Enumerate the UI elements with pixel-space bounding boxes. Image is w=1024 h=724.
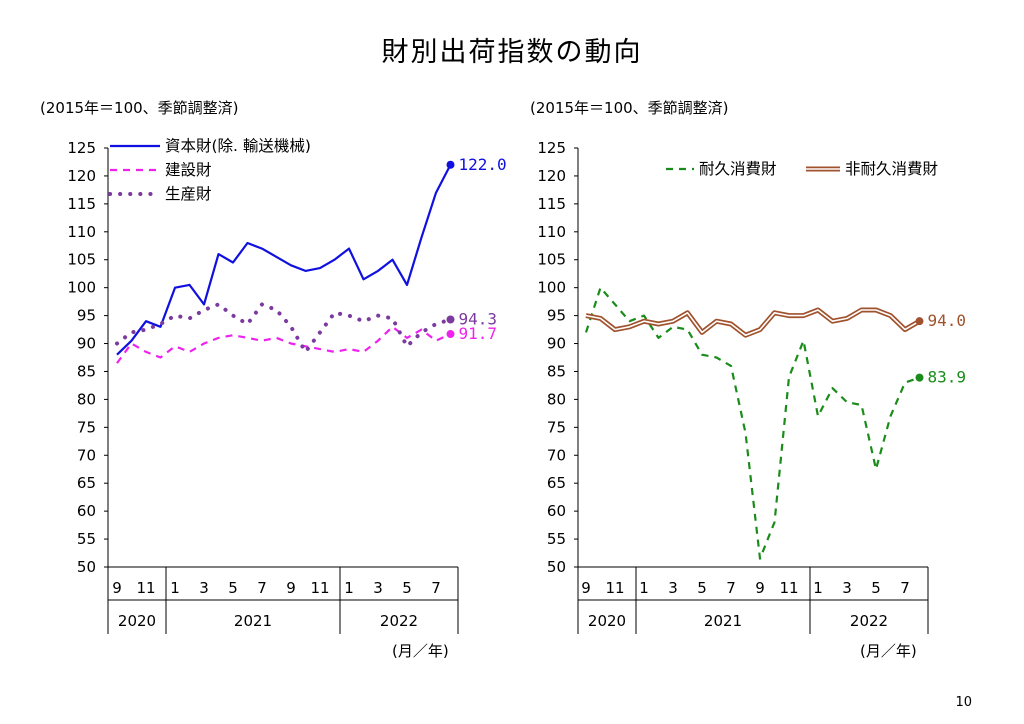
x-month-label: 5 (871, 579, 881, 597)
y-tick-label: 100 (67, 279, 96, 297)
x-year-label: 2022 (850, 612, 888, 630)
unit-label: (月／年) (392, 642, 449, 660)
legend-label-producer: 生産財 (165, 185, 212, 203)
x-month-label: 5 (402, 579, 412, 597)
x-month-label: 5 (228, 579, 238, 597)
x-year-label: 2021 (234, 612, 272, 630)
y-tick-label: 105 (67, 251, 96, 269)
unit-label: (月／年) (860, 642, 917, 660)
x-month-label: 3 (668, 579, 678, 597)
end-label-nondurable: 94.0 (928, 311, 967, 330)
x-month-label: 5 (697, 579, 707, 597)
x-month-label: 9 (286, 579, 296, 597)
legend-label-capital: 資本財(除. 輸送機械) (165, 137, 311, 155)
x-month-label: 7 (900, 579, 910, 597)
y-tick-label: 100 (537, 279, 566, 297)
x-month-label: 3 (373, 579, 383, 597)
chart-consumer-goods: (2015年＝100、季節調整済)(月／年)125120115110105100… (530, 99, 966, 660)
y-tick-label: 115 (537, 195, 566, 213)
legend-label-construction: 建設財 (165, 161, 212, 179)
x-month-label: 7 (257, 579, 267, 597)
y-tick-label: 110 (67, 223, 96, 241)
y-tick-label: 50 (77, 558, 96, 576)
y-tick-label: 110 (537, 223, 566, 241)
y-tick-label: 90 (77, 335, 96, 353)
series-line-durable (584, 286, 920, 560)
y-tick-label: 75 (547, 418, 566, 436)
end-label-producer: 94.3 (459, 310, 498, 329)
y-tick-label: 80 (77, 390, 96, 408)
end-label-durable: 83.9 (928, 368, 967, 387)
x-month-label: 9 (581, 579, 591, 597)
chart-capital-construction-producer: (2015年＝100、季節調整済)(月／年)125120115110105100… (40, 99, 507, 660)
y-tick-label: 55 (77, 530, 96, 548)
y-tick-label: 95 (77, 307, 96, 325)
end-point-construction (446, 330, 455, 339)
series-line-capital (116, 164, 452, 356)
x-month-label: 11 (310, 579, 329, 597)
x-month-label: 11 (136, 579, 155, 597)
x-year-label: 2021 (704, 612, 742, 630)
y-tick-label: 70 (547, 446, 566, 464)
x-month-label: 11 (605, 579, 624, 597)
x-year-label: 2020 (588, 612, 626, 630)
x-month-label: 9 (112, 579, 122, 597)
legend-label-nondurable: 非耐久消費財 (845, 160, 938, 178)
x-month-label: 9 (755, 579, 765, 597)
y-tick-label: 95 (547, 307, 566, 325)
series-line-producer (115, 302, 453, 354)
end-point-durable (915, 373, 924, 382)
y-tick-label: 60 (77, 502, 96, 520)
x-month-label: 3 (842, 579, 852, 597)
y-tick-label: 80 (547, 390, 566, 408)
y-tick-label: 125 (67, 139, 96, 157)
legend-label-durable: 耐久消費財 (699, 160, 777, 178)
end-point-producer (446, 315, 455, 324)
chart-note: (2015年＝100、季節調整済) (40, 99, 239, 117)
page-number: 10 (955, 695, 972, 710)
y-tick-label: 75 (77, 418, 96, 436)
y-tick-label: 125 (537, 139, 566, 157)
end-point-nondurable (915, 317, 924, 326)
y-tick-label: 85 (77, 362, 96, 380)
y-tick-label: 120 (537, 167, 566, 185)
y-tick-label: 105 (537, 251, 566, 269)
series-line-nondurable (585, 307, 921, 338)
x-month-label: 1 (344, 579, 354, 597)
y-tick-label: 115 (67, 195, 96, 213)
x-year-label: 2020 (118, 612, 156, 630)
end-point-capital (446, 160, 455, 169)
x-month-label: 7 (431, 579, 441, 597)
x-month-label: 7 (726, 579, 736, 597)
end-label-capital: 122.0 (459, 155, 507, 174)
y-tick-label: 70 (77, 446, 96, 464)
x-month-label: 11 (779, 579, 798, 597)
y-tick-label: 65 (547, 474, 566, 492)
series-line-construction (116, 325, 451, 364)
page-title: 財別出荷指数の動向 (381, 37, 643, 68)
x-month-label: 1 (813, 579, 823, 597)
chart-note: (2015年＝100、季節調整済) (530, 99, 729, 117)
y-tick-label: 55 (547, 530, 566, 548)
y-tick-label: 60 (547, 502, 566, 520)
end-label-construction: 91.7 (459, 324, 498, 343)
x-year-label: 2022 (380, 612, 418, 630)
x-month-label: 1 (639, 579, 649, 597)
y-tick-label: 50 (547, 558, 566, 576)
y-tick-label: 90 (547, 335, 566, 353)
y-tick-label: 85 (547, 362, 566, 380)
series-line-nondurable-inner (585, 309, 920, 337)
y-tick-label: 65 (77, 474, 96, 492)
x-month-label: 3 (199, 579, 209, 597)
x-month-label: 1 (170, 579, 180, 597)
y-tick-label: 120 (67, 167, 96, 185)
